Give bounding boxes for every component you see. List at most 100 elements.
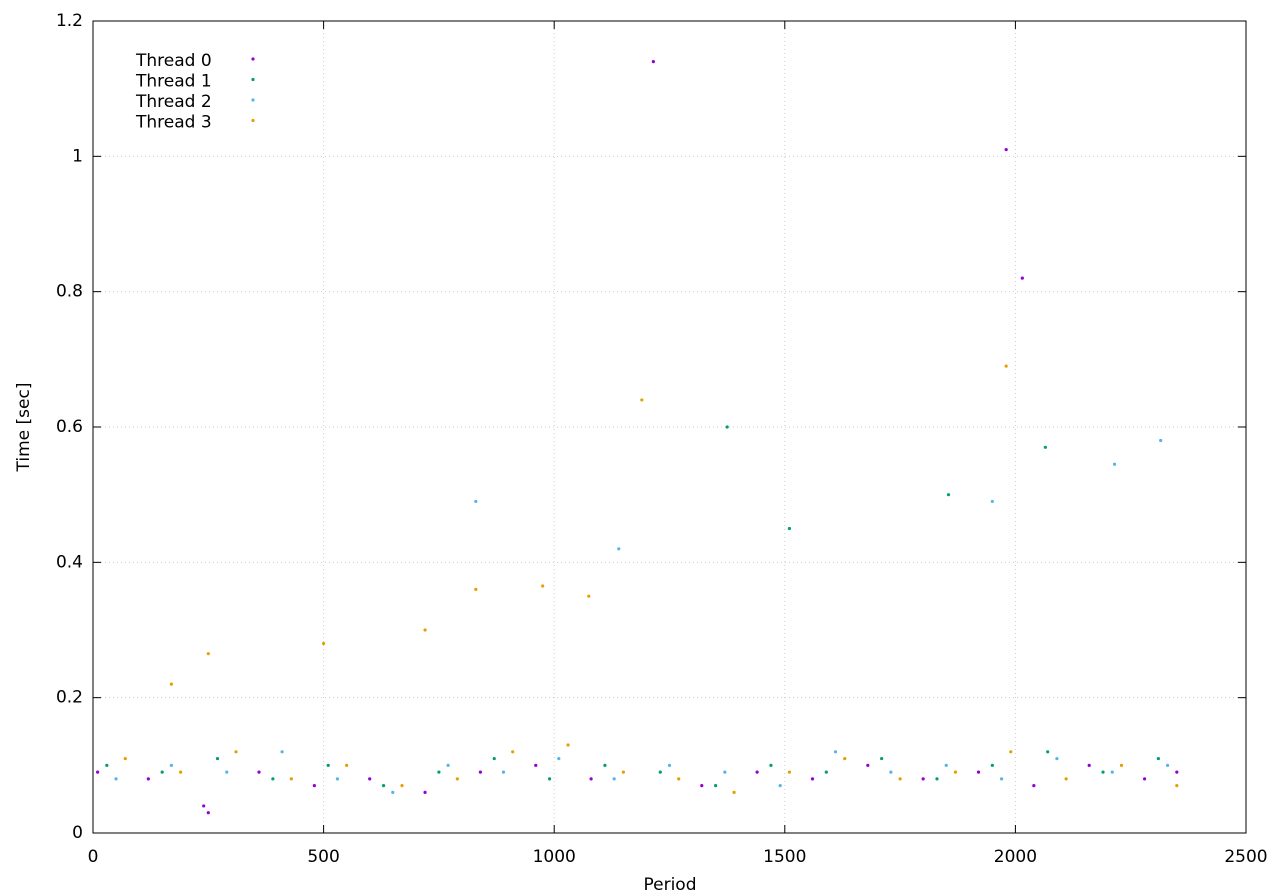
point bbox=[322, 641, 326, 646]
point bbox=[1064, 777, 1068, 781]
point bbox=[368, 777, 372, 781]
point bbox=[202, 804, 206, 808]
point bbox=[96, 770, 100, 774]
point bbox=[160, 770, 164, 774]
point bbox=[423, 628, 427, 632]
point bbox=[1009, 750, 1013, 754]
point bbox=[474, 499, 478, 504]
point bbox=[312, 784, 316, 788]
point bbox=[587, 594, 591, 598]
point bbox=[478, 770, 483, 774]
point bbox=[880, 756, 884, 761]
point bbox=[1020, 276, 1024, 280]
point bbox=[547, 777, 552, 781]
point bbox=[990, 763, 994, 767]
point bbox=[534, 763, 538, 767]
point bbox=[1110, 770, 1114, 774]
point bbox=[1156, 756, 1160, 761]
point bbox=[423, 790, 427, 795]
point bbox=[566, 743, 570, 747]
x-tick-label: 2000 bbox=[994, 847, 1037, 867]
point bbox=[640, 398, 644, 402]
point bbox=[833, 750, 838, 754]
point bbox=[1004, 147, 1008, 152]
legend-marker bbox=[251, 98, 255, 102]
point bbox=[769, 763, 773, 767]
point bbox=[225, 770, 229, 774]
legend-label: Thread 3 bbox=[135, 113, 212, 133]
plot-frame bbox=[92, 20, 1247, 834]
point bbox=[206, 811, 210, 815]
point bbox=[787, 526, 792, 531]
x-tick-label: 1500 bbox=[763, 847, 806, 867]
y-tick-label: 0.8 bbox=[56, 282, 83, 302]
point bbox=[843, 756, 847, 761]
point bbox=[492, 756, 496, 761]
point bbox=[603, 763, 607, 767]
point bbox=[714, 784, 718, 788]
point bbox=[1112, 462, 1117, 466]
point bbox=[123, 756, 127, 761]
point bbox=[234, 750, 238, 754]
point bbox=[612, 777, 616, 781]
point bbox=[946, 493, 951, 497]
point bbox=[990, 499, 994, 504]
legend-marker bbox=[251, 77, 255, 82]
point bbox=[335, 777, 340, 781]
point bbox=[169, 763, 174, 767]
point bbox=[114, 777, 118, 781]
point bbox=[381, 784, 386, 788]
point bbox=[257, 770, 261, 774]
point bbox=[898, 777, 902, 781]
point bbox=[651, 60, 655, 64]
point bbox=[999, 777, 1004, 781]
point bbox=[621, 770, 625, 774]
point bbox=[437, 770, 441, 774]
y-tick-label: 0.2 bbox=[56, 688, 83, 708]
point bbox=[280, 750, 284, 754]
point bbox=[215, 756, 220, 761]
point bbox=[732, 790, 736, 795]
point bbox=[1032, 784, 1036, 788]
y-axis-label: Time [sec] bbox=[14, 383, 34, 473]
y-tick-label: 1 bbox=[72, 146, 83, 166]
point bbox=[723, 770, 727, 774]
point bbox=[446, 763, 450, 767]
point bbox=[1004, 364, 1008, 368]
point bbox=[778, 784, 782, 788]
point bbox=[953, 770, 958, 774]
point bbox=[1142, 777, 1147, 781]
point bbox=[700, 784, 704, 788]
point bbox=[589, 777, 593, 781]
point bbox=[400, 784, 404, 788]
point bbox=[1043, 445, 1047, 449]
point bbox=[1087, 763, 1091, 767]
x-axis-label: Period bbox=[643, 875, 696, 895]
y-tick-label: 0.4 bbox=[56, 552, 83, 572]
point bbox=[787, 770, 792, 774]
point bbox=[391, 790, 395, 795]
point bbox=[1119, 763, 1124, 767]
x-tick-label: 0 bbox=[88, 847, 99, 867]
x-tick-label: 500 bbox=[307, 847, 339, 867]
point bbox=[146, 777, 150, 781]
point bbox=[511, 750, 515, 754]
y-tick-label: 0.6 bbox=[56, 417, 83, 437]
point bbox=[1159, 438, 1163, 443]
point bbox=[617, 547, 621, 551]
point bbox=[289, 777, 293, 781]
point bbox=[725, 425, 729, 429]
point bbox=[944, 763, 948, 767]
x-tick-label: 2500 bbox=[1224, 847, 1267, 867]
point bbox=[345, 763, 349, 767]
point bbox=[1055, 756, 1059, 761]
point bbox=[1046, 750, 1050, 754]
point bbox=[541, 584, 545, 588]
point bbox=[455, 777, 459, 781]
legend-label: Thread 2 bbox=[135, 92, 212, 112]
legend-marker bbox=[251, 57, 255, 61]
point bbox=[921, 777, 925, 781]
legend-label: Thread 1 bbox=[135, 72, 212, 92]
